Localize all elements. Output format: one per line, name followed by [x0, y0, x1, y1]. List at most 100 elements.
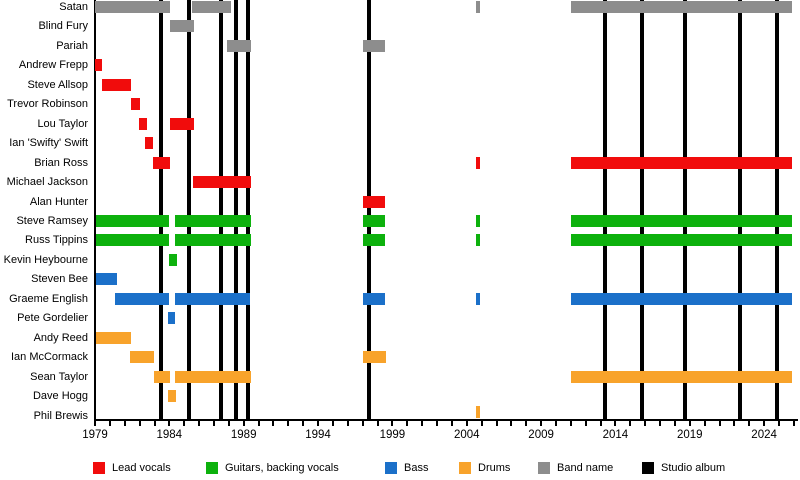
- timeline-bar-russ-tippins: [95, 234, 169, 247]
- timeline-bar-lou-taylor: [170, 117, 195, 130]
- x-axis-tick: [94, 421, 96, 426]
- x-axis-tick: [480, 421, 483, 426]
- x-axis-tick: [673, 421, 676, 426]
- x-axis-tick: [540, 421, 543, 426]
- x-axis-tick: [778, 421, 780, 426]
- x-axis-tick: [346, 421, 349, 426]
- x-axis-tick: [525, 421, 528, 426]
- x-axis-tick: [242, 421, 245, 426]
- row-label-graeme-english: Graeme English: [9, 292, 88, 305]
- row-label-pete-gordelier: Pete Gordelier: [17, 312, 88, 325]
- studio-album-marker-line: [246, 0, 251, 419]
- timeline-bar-steve-allsop: [101, 78, 131, 91]
- x-axis-line: [94, 419, 798, 421]
- timeline-bar-kevin-heybourne: [169, 253, 177, 266]
- timeline-bar-steven-bee: [96, 273, 118, 286]
- x-axis-tick: [287, 421, 290, 426]
- timeline-bar-steve-ramsey: [95, 215, 169, 227]
- row-label-steve-allsop: Steve Allsop: [27, 78, 88, 91]
- studio-album-marker-line: [186, 0, 191, 419]
- legend-label-band-name: Band name: [557, 462, 614, 474]
- studio-album-marker-line: [218, 0, 223, 419]
- legend-label-bass: Bass: [404, 462, 429, 474]
- row-label-ian-swifty-swift: Ian 'Swifty' Swift: [9, 137, 88, 150]
- x-axis-tick: [123, 421, 126, 426]
- timeline-bar-steve-ramsey: [362, 215, 385, 227]
- x-axis-tick-label: 1984: [156, 429, 183, 441]
- x-axis-tick: [555, 421, 557, 426]
- x-axis-tick: [465, 421, 468, 426]
- timeline-bar-alan-hunter: [362, 195, 385, 208]
- x-axis-tick: [599, 421, 602, 426]
- x-axis-tick: [421, 421, 424, 426]
- timeline-bar-graeme-english: [174, 292, 251, 305]
- studio-album-marker-line: [775, 0, 780, 419]
- studio-album-marker-line: [367, 0, 372, 419]
- row-label-sean-taylor: Sean Taylor: [30, 370, 88, 383]
- row-label-brian-ross: Brian Ross: [34, 156, 88, 169]
- x-axis-tick: [569, 421, 572, 426]
- timeline-bar-ian-mccormack: [362, 351, 386, 364]
- timeline-bar-russ-tippins: [570, 234, 793, 247]
- timeline-bar-sean-taylor: [153, 370, 171, 383]
- timeline-bar-satan: [570, 0, 793, 13]
- x-axis-tick-label: 2019: [677, 429, 703, 441]
- x-axis-tick: [733, 421, 736, 426]
- x-axis-tick: [629, 421, 632, 426]
- timeline-bar-pariah: [227, 39, 252, 52]
- row-label-pariah: Pariah: [56, 39, 88, 52]
- timeline-bar-pete-gordelier: [167, 312, 176, 325]
- timeline-bar-russ-tippins: [174, 234, 252, 247]
- legend-label-lead-vocals: Lead vocals: [112, 462, 171, 474]
- timeline-bar-sean-taylor: [174, 370, 252, 383]
- x-axis-tick-label: 1999: [379, 429, 406, 441]
- timeline-bar-steve-ramsey: [475, 215, 480, 227]
- x-axis-tick: [718, 421, 721, 426]
- x-axis-tick: [792, 421, 795, 426]
- x-axis-tick-label: 1994: [305, 429, 331, 441]
- timeline-bar-dave-hogg: [167, 390, 177, 403]
- x-axis-tick: [644, 421, 647, 426]
- timeline-bar-satan: [475, 0, 480, 13]
- x-axis-tick: [406, 421, 409, 426]
- timeline-bar-graeme-english: [362, 292, 385, 305]
- timeline-bar-graeme-english: [475, 292, 480, 305]
- timeline-bar-steve-ramsey: [174, 215, 252, 227]
- legend-label-studio-album: Studio album: [661, 462, 726, 474]
- x-axis-tick: [659, 421, 662, 426]
- legend-swatch-drums: [459, 462, 471, 474]
- x-axis-tick: [688, 421, 691, 426]
- legend-swatch-lead-vocals: [93, 462, 105, 474]
- row-label-blind-fury: Blind Fury: [38, 20, 88, 33]
- x-axis-tick-label: 2009: [528, 429, 554, 441]
- studio-album-marker-line: [639, 0, 644, 419]
- timeline-bar-steve-ramsey: [570, 215, 793, 227]
- row-label-steve-ramsey: Steve Ramsey: [16, 215, 88, 227]
- x-axis-tick: [331, 421, 334, 426]
- x-axis-tick: [376, 421, 379, 426]
- x-axis-tick-label: 2004: [454, 429, 480, 441]
- timeline-bar-satan: [191, 0, 232, 13]
- x-axis-tick: [703, 421, 706, 426]
- x-axis-tick: [748, 421, 751, 426]
- x-axis-tick: [361, 421, 364, 426]
- x-axis-tick: [510, 421, 513, 426]
- x-axis-tick: [138, 421, 141, 426]
- x-axis-tick: [183, 421, 186, 426]
- timeline-bar-ian-swifty-swift: [144, 137, 154, 150]
- timeline-bar-pariah: [363, 39, 385, 52]
- studio-album-marker-line: [603, 0, 607, 419]
- timeline-bar-trevor-robinson: [130, 98, 140, 111]
- x-axis-tick: [213, 421, 215, 426]
- timeline-bar-graeme-english: [570, 292, 793, 305]
- timeline-bar-russ-tippins: [362, 234, 385, 247]
- timeline-bar-phil-brewis: [475, 406, 480, 418]
- x-axis-tick: [495, 421, 498, 426]
- timeline-bar-andy-reed: [95, 331, 131, 344]
- legend-swatch-band-name: [538, 462, 550, 474]
- studio-album-marker-line: [683, 0, 688, 419]
- studio-album-marker-line: [159, 0, 164, 419]
- x-axis-tick: [153, 421, 156, 426]
- studio-album-marker-line: [738, 0, 743, 419]
